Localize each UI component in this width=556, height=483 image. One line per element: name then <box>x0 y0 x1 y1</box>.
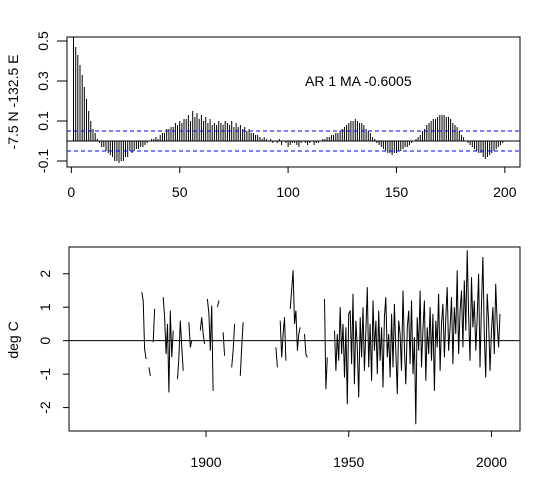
temperature-line-segment <box>222 332 226 356</box>
temperature-series <box>141 250 501 425</box>
temperature-y-tick-label: 2 <box>37 270 53 278</box>
temperature-line-segment <box>279 317 287 361</box>
acf-y-tick-label: -0.1 <box>35 149 51 173</box>
acf-x-axis: 0 50 100 150 200 <box>67 166 517 200</box>
acf-x-tick-label: 50 <box>172 184 188 200</box>
temperature-y-tick-label: -2 <box>37 401 53 414</box>
acf-y-axis-label: -7.5 N -132.5 E <box>5 55 21 150</box>
acf-x-tick-label: 150 <box>385 184 409 200</box>
acf-x-tick-label: 200 <box>493 184 517 200</box>
temperature-line-segment <box>148 367 151 376</box>
temperature-y-axis: -2 -1 0 1 2 <box>37 270 70 414</box>
temperature-line-segment <box>304 333 308 358</box>
temperature-y-tick-label: -1 <box>37 368 53 381</box>
temperature-line-segment <box>334 250 501 425</box>
acf-y-tick-label: 0.1 <box>35 111 51 131</box>
temperature-line-segment <box>206 298 214 391</box>
temperature-x-axis: 1900 1950 2000 <box>190 430 507 470</box>
acf-y-tick-label: 0.3 <box>35 71 51 91</box>
temperature-line-segment <box>324 298 328 390</box>
temperature-x-tick-label: 1950 <box>333 454 364 470</box>
temperature-line-segment <box>199 317 206 345</box>
temperature-line-segment <box>289 270 301 351</box>
temperature-line-segment <box>216 300 220 308</box>
temperature-line-segment <box>162 297 174 393</box>
temperature-line-segment <box>275 347 278 368</box>
temperature-y-axis-label: deg C <box>5 321 21 358</box>
temperature-line-segment <box>239 322 244 376</box>
temperature-line-segment <box>141 292 147 360</box>
acf-x-tick-label: 0 <box>67 184 75 200</box>
acf-bars <box>73 37 504 163</box>
acf-y-tick-label: 0.5 <box>35 31 51 51</box>
acf-y-axis: -0.1 0.1 0.3 0.5 <box>35 31 67 173</box>
temperature-line-segment <box>188 322 193 348</box>
temperature-line-segment <box>177 320 184 380</box>
temperature-line-segment <box>231 323 236 368</box>
acf-plot-frame <box>66 36 521 168</box>
temperature-line-segment <box>152 308 156 343</box>
temperature-y-tick-label: 0 <box>37 337 53 345</box>
acf-x-tick-label: 100 <box>276 184 300 200</box>
acf-panel: 0 50 100 150 200 -0.1 0.1 0.3 0.5 AR 1 MA -0.60… <box>5 31 521 200</box>
temperature-x-tick-label: 2000 <box>476 454 507 470</box>
temperature-x-tick-label: 1900 <box>190 454 221 470</box>
acf-reference-lines <box>67 130 520 152</box>
temperature-y-tick-label: 1 <box>37 303 53 311</box>
temperature-panel: 1900 1950 2000 -2 -1 0 1 2 deg C <box>5 246 521 470</box>
acf-annotation: AR 1 MA -0.6005 <box>305 73 412 89</box>
